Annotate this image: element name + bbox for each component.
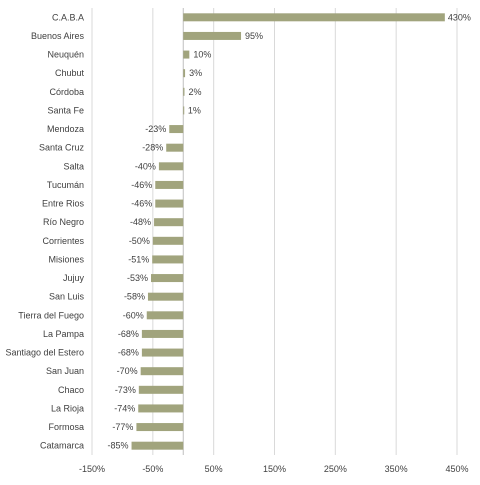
category-label: Buenos Aires: [31, 31, 85, 41]
data-label: -60%: [123, 310, 144, 320]
x-tick-label: -50%: [142, 464, 163, 474]
category-label: Santa Cruz: [39, 143, 85, 153]
bar: [138, 404, 184, 413]
bar: [158, 162, 184, 171]
data-label: 430%: [448, 12, 471, 22]
data-label: 3%: [189, 68, 202, 78]
data-label: -51%: [128, 254, 149, 264]
category-label: San Juan: [46, 366, 84, 376]
x-tick-label: 150%: [263, 464, 286, 474]
data-label: -73%: [115, 385, 136, 395]
bar: [152, 236, 184, 245]
bar: [183, 87, 185, 96]
category-label: Jujuy: [63, 273, 85, 283]
category-label: Tierra del Fuego: [18, 310, 84, 320]
data-label: 2%: [188, 87, 201, 97]
data-label: -46%: [131, 199, 152, 209]
data-label: -28%: [142, 143, 163, 153]
category-label: Corrientes: [42, 236, 84, 246]
data-label: -70%: [117, 366, 138, 376]
category-label: Salta: [63, 161, 84, 171]
bar: [141, 329, 184, 338]
category-label: Santa Fe: [47, 105, 84, 115]
bar: [183, 69, 186, 78]
category-label: C.A.B.A: [52, 12, 84, 22]
category-label: San Luis: [49, 292, 85, 302]
bar: [155, 180, 184, 189]
bar: [183, 13, 445, 22]
bar: [141, 348, 184, 357]
category-label: Misiones: [48, 254, 84, 264]
data-label: -85%: [108, 441, 129, 451]
category-label: Chaco: [58, 385, 84, 395]
data-label: -68%: [118, 329, 139, 339]
data-label: -68%: [118, 348, 139, 358]
bar: [152, 255, 184, 264]
bar: [138, 385, 184, 394]
data-label: 10%: [193, 50, 211, 60]
data-label: -74%: [114, 403, 135, 413]
bar: [154, 218, 184, 227]
data-label: -48%: [130, 217, 151, 227]
category-label: La Pampa: [43, 329, 84, 339]
category-label: Neuquén: [47, 50, 84, 60]
data-label: -77%: [112, 422, 133, 432]
bar: [183, 106, 185, 115]
x-tick-label: -150%: [79, 464, 105, 474]
bar: [131, 441, 184, 450]
category-label: Mendoza: [47, 124, 84, 134]
data-label: -53%: [127, 273, 148, 283]
data-label: -46%: [131, 180, 152, 190]
category-label: Entre Rios: [42, 199, 85, 209]
category-label: Formosa: [48, 422, 84, 432]
bar: [151, 274, 184, 283]
data-label: -40%: [135, 161, 156, 171]
category-label: Catamarca: [40, 441, 84, 451]
bar: [183, 31, 242, 40]
bar: [183, 50, 190, 59]
data-label: -23%: [145, 124, 166, 134]
category-label: Córdoba: [49, 87, 84, 97]
x-tick-label: 450%: [445, 464, 468, 474]
data-label: -50%: [129, 236, 150, 246]
bar: [166, 143, 184, 152]
bar: [169, 125, 184, 134]
data-label: -58%: [124, 292, 145, 302]
x-tick-label: 350%: [385, 464, 408, 474]
bar: [140, 367, 184, 376]
x-tick-label: 250%: [324, 464, 347, 474]
bar: [136, 423, 184, 432]
category-label: Tucumán: [47, 180, 84, 190]
data-label: 95%: [245, 31, 263, 41]
bar: [146, 311, 184, 320]
data-label: 1%: [188, 105, 201, 115]
category-label: La Rioja: [51, 403, 84, 413]
category-label: Río Negro: [43, 217, 84, 227]
bar: [147, 292, 184, 301]
category-label: Santiago del Estero: [5, 348, 84, 358]
bar: [155, 199, 184, 208]
x-tick-label: 50%: [205, 464, 223, 474]
category-label: Chubut: [55, 68, 85, 78]
